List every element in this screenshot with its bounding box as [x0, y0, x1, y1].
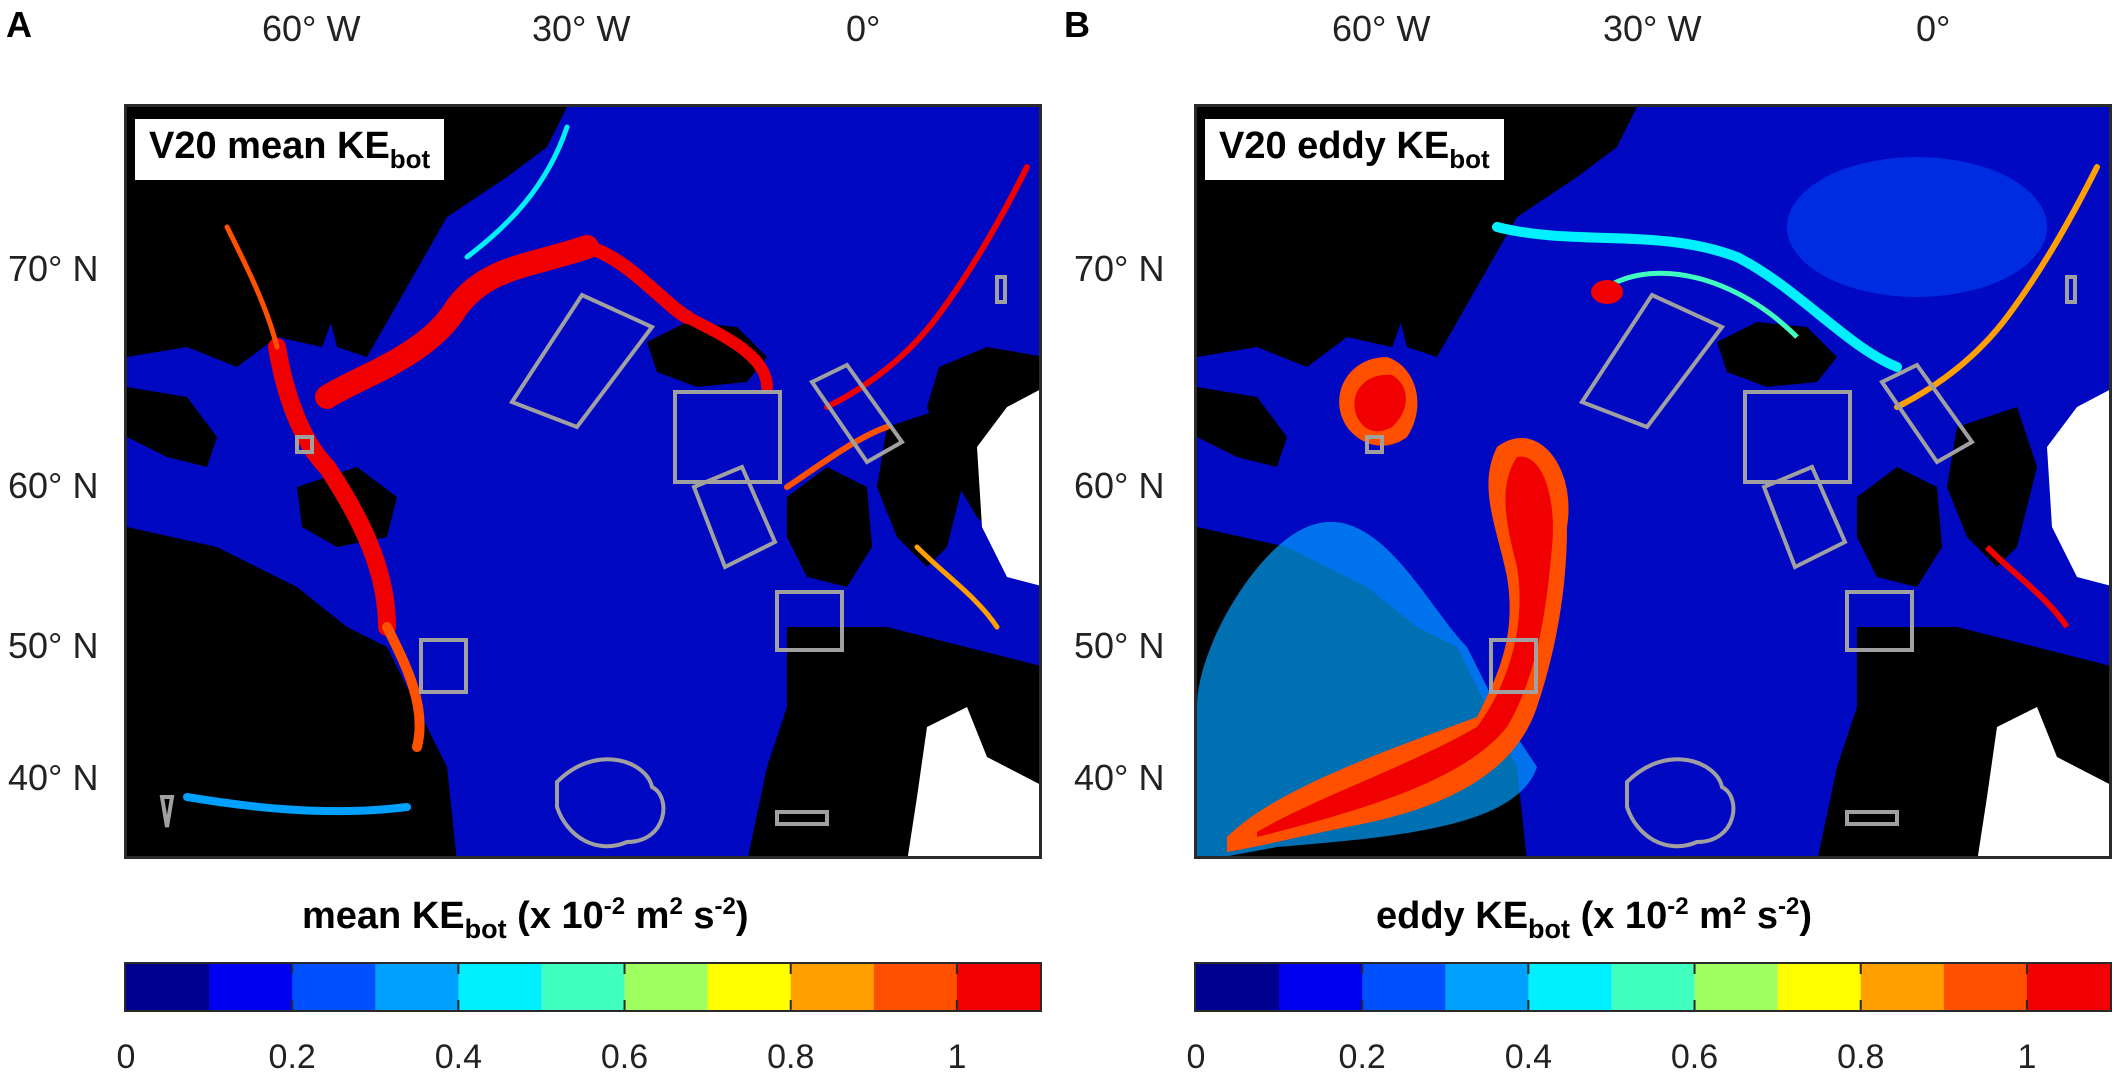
panel-a-region-outlines	[159, 275, 1007, 849]
panel-a-lon-60w: 60° W	[262, 8, 361, 49]
panel-a-colorbar	[124, 962, 1042, 1012]
panel-b-map-canvas	[1197, 107, 2109, 856]
panel-a-map: V20 mean KEbot	[124, 104, 1042, 859]
panel-a-letter: A	[6, 4, 32, 45]
panel-a-lat-60n: 60° N	[8, 465, 99, 506]
panel-a-colorbar-tick-label: 0	[116, 1038, 136, 1076]
panel-a-lat-70n: 70° N	[8, 248, 99, 289]
panel-a-lon-0: 0°	[846, 8, 881, 49]
panel-a-colorbar-swatch	[375, 964, 459, 1010]
panel-a-lat-50n: 50° N	[8, 625, 99, 666]
panel-a-colorbar-swatch	[209, 964, 293, 1010]
panel-b-colorbar-swatch	[1943, 964, 2028, 1010]
panel-b-colorbar-swatch	[1445, 964, 1529, 1010]
panel-a-colorbar-tick-label: 0.8	[767, 1038, 815, 1076]
panel-a-lat-40n: 40° N	[8, 757, 99, 798]
panel-a-map-title: V20 mean KEbot	[133, 117, 447, 182]
panel-b-colorbar-swatch	[1611, 964, 1696, 1010]
panel-a-land	[127, 107, 1039, 856]
panel-a-colorbar-swatch	[873, 964, 958, 1010]
panel-a-ke-features	[183, 124, 1030, 816]
panel-b-letter: B	[1064, 4, 1090, 45]
panel-b-colorbar-swatches	[1196, 964, 2110, 1010]
panel-b-colorbar-swatch	[2026, 964, 2110, 1010]
panel-b-lon-30w: 30° W	[1603, 8, 1702, 49]
panel-b-region-outlines	[1365, 275, 2077, 849]
panel-a-colorbar-swatch	[624, 964, 709, 1010]
panel-a-outside-domain	[907, 390, 1039, 856]
panel-a-colorbar-tick-label: 0.2	[268, 1038, 316, 1076]
panel-b-colorbar-swatch	[1528, 964, 1612, 1010]
panel-b-ke-features	[1197, 157, 2100, 856]
panel-b-colorbar	[1194, 962, 2112, 1012]
panel-b-lat-40n: 40° N	[1074, 757, 1165, 798]
panel-b-colorbar-tick-label: 0.6	[1670, 1038, 1719, 1076]
panel-b-colorbar-swatch	[1860, 964, 1945, 1010]
panel-a-lon-30w: 30° W	[532, 8, 631, 49]
panel-a-colorbar-swatch	[292, 964, 376, 1010]
panel-b-colorbar-label: eddy KEbot (x 10-2 m2 s-2)	[1376, 893, 1812, 944]
panel-a-colorbar-swatch	[956, 964, 1040, 1010]
panel-b-colorbar-tick-label: 0.4	[1504, 1038, 1552, 1076]
panel-b-lat-60n: 60° N	[1074, 465, 1165, 506]
panel-a-colorbar-swatch	[707, 964, 792, 1010]
panel-b-colorbar-swatch	[1196, 964, 1280, 1010]
panel-b-colorbar-tick-label: 0.8	[1837, 1038, 1885, 1076]
panel-b-colorbar-tick-label: 0.2	[1338, 1038, 1386, 1076]
panel-a-colorbar-swatches	[126, 964, 1040, 1010]
panel-a-colorbar-tick-label: 0.6	[600, 1038, 649, 1076]
panel-a-colorbar-tick-label: 1	[947, 1038, 967, 1076]
panel-b-lat-70n: 70° N	[1074, 248, 1165, 289]
panel-a-colorbar-swatch	[790, 964, 875, 1010]
panel-b-colorbar-swatch	[1694, 964, 1779, 1010]
panel-a-colorbar-tick-label: 0.4	[434, 1038, 482, 1076]
panel-b-colorbar-swatch	[1777, 964, 1862, 1010]
panel-b-lon-60w: 60° W	[1332, 8, 1431, 49]
panel-a-colorbar-swatch	[541, 964, 626, 1010]
panel-b-lat-50n: 50° N	[1074, 625, 1165, 666]
panel-a-map-canvas	[127, 107, 1039, 856]
panel-b-lon-0: 0°	[1916, 8, 1951, 49]
panel-a-colorbar-swatch	[458, 964, 542, 1010]
panel-b-outside-domain	[1977, 390, 2109, 856]
panel-b-map: V20 eddy KEbot	[1194, 104, 2112, 859]
panel-b-colorbar-tick-label: 0	[1186, 1038, 1206, 1076]
panel-a-colorbar-label: mean KEbot (x 10-2 m2 s-2)	[302, 893, 749, 944]
panel-b-colorbar-tick-label: 1	[2017, 1038, 2037, 1076]
panel-b-colorbar-swatch	[1279, 964, 1363, 1010]
panel-b-map-title: V20 eddy KEbot	[1203, 117, 1506, 182]
panel-a-colorbar-swatch	[126, 964, 210, 1010]
panel-b-colorbar-swatch	[1362, 964, 1446, 1010]
